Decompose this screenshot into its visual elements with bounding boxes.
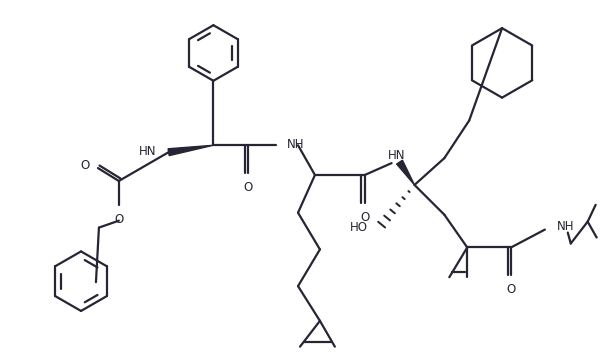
Polygon shape (397, 160, 414, 185)
Text: O: O (80, 159, 90, 171)
Text: O: O (360, 211, 369, 224)
Text: O: O (244, 181, 253, 194)
Text: O: O (114, 213, 123, 226)
Text: NH: NH (557, 220, 574, 233)
Text: HN: HN (388, 149, 405, 162)
Text: NH: NH (287, 138, 304, 151)
Text: HN: HN (139, 145, 157, 158)
Polygon shape (168, 145, 214, 155)
Text: O: O (506, 283, 515, 296)
Text: HO: HO (350, 221, 368, 234)
